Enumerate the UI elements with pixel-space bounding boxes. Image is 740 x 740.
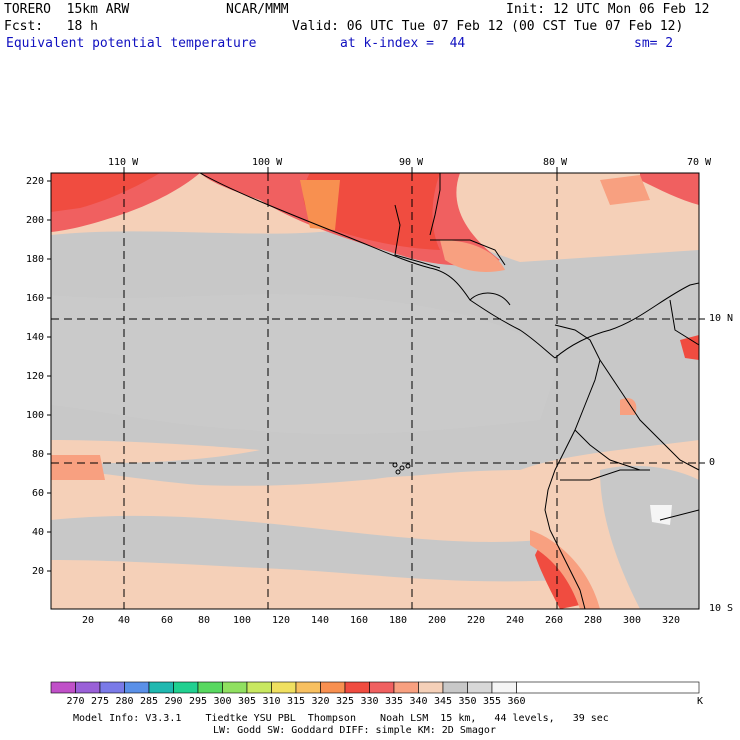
forecast-hour: Fcst: 18 h	[4, 19, 98, 34]
legend-label: 355	[483, 696, 502, 707]
x-tick: 100	[233, 615, 252, 626]
legend-swatch	[442, 681, 468, 694]
x-tick: 300	[623, 615, 642, 626]
legend-swatch	[75, 681, 101, 694]
lon-label-70w: 70 W	[687, 157, 712, 168]
legend-label: 360	[507, 696, 526, 707]
x-tick: 320	[662, 615, 681, 626]
lat-label-10n: 10 N	[709, 313, 734, 324]
x-tick: 80	[198, 615, 211, 626]
x-tick: 160	[350, 615, 369, 626]
level-label: at k-index = 44	[340, 36, 466, 51]
lat-label-0: 0	[709, 457, 716, 468]
legend-label: 295	[189, 696, 208, 707]
model-title: TORERO 15km ARW	[4, 2, 130, 17]
legend-label: 350	[458, 696, 477, 707]
lon-label-90w: 90 W	[399, 157, 424, 168]
graticule	[51, 173, 699, 609]
y-tick: 220	[26, 176, 45, 187]
lon-label-80w: 80 W	[543, 157, 568, 168]
legend-swatch	[393, 681, 419, 694]
legend-swatch	[173, 681, 199, 694]
legend-swatch	[320, 681, 346, 694]
legend-swatch	[418, 681, 444, 694]
y-tick: 100	[26, 410, 45, 421]
legend-swatch	[222, 681, 248, 694]
legend-label: 285	[140, 696, 159, 707]
legend-swatch	[246, 681, 272, 694]
legend-swatch	[197, 681, 223, 694]
y-tick: 180	[26, 254, 45, 265]
x-tick: 280	[584, 615, 603, 626]
field-shading	[51, 173, 699, 609]
smoothing-label: sm= 2	[634, 36, 674, 51]
x-tick: 140	[311, 615, 330, 626]
legend-label: 320	[311, 696, 330, 707]
init-time: Init: 12 UTC Mon 06 Feb 12	[506, 2, 710, 17]
legend-label: 325	[336, 696, 355, 707]
x-tick: 240	[506, 615, 525, 626]
y-tick: 200	[26, 215, 45, 226]
coastlines	[199, 173, 699, 609]
legend-swatch	[271, 681, 297, 694]
y-tick: 40	[32, 527, 45, 538]
x-tick: 120	[272, 615, 291, 626]
valid-time: Valid: 06 UTC Tue 07 Feb 12 (00 CST Tue …	[292, 19, 684, 34]
x-tick: 200	[428, 615, 447, 626]
lon-label-100w: 100 W	[252, 157, 283, 168]
y-tick: 80	[32, 449, 45, 460]
y-tick: 140	[26, 332, 45, 343]
center-label: NCAR/MMM	[226, 2, 289, 17]
legend-label: 310	[262, 696, 281, 707]
legend-label: 340	[409, 696, 428, 707]
x-tick: 60	[161, 615, 174, 626]
legend-label: 280	[115, 696, 134, 707]
lon-label-110w: 110 W	[108, 157, 139, 168]
legend-label: 290	[164, 696, 183, 707]
legend-swatch-tail	[516, 681, 700, 694]
legend-unit: K	[697, 696, 704, 707]
legend-swatch	[467, 681, 493, 694]
legend-label: 305	[238, 696, 257, 707]
x-tick: 20	[82, 615, 95, 626]
legend-swatch	[50, 681, 76, 694]
y-tick: 60	[32, 488, 45, 499]
theta-e-map	[47, 167, 705, 610]
legend-swatch	[344, 681, 370, 694]
legend-swatch	[369, 681, 395, 694]
legend-swatch	[295, 681, 321, 694]
physics-info: LW: Godd SW: Goddard DIFF: simple KM: 2D…	[213, 725, 496, 736]
y-tick: 160	[26, 293, 45, 304]
legend-label: 335	[385, 696, 404, 707]
x-tick: 220	[467, 615, 486, 626]
legend-swatch	[491, 681, 517, 694]
y-tick: 20	[32, 566, 45, 577]
legend-label: 270	[66, 696, 85, 707]
legend-swatch	[99, 681, 125, 694]
frame-ticks	[47, 167, 705, 572]
x-tick: 180	[389, 615, 408, 626]
legend-label: 315	[287, 696, 306, 707]
legend-label: 330	[360, 696, 379, 707]
legend-swatch	[148, 681, 174, 694]
legend-swatch	[124, 681, 150, 694]
color-legend	[50, 681, 700, 694]
model-info: Model Info: V3.3.1 Tiedtke YSU PBL Thomp…	[73, 713, 609, 724]
field-name: Equivalent potential temperature	[6, 36, 257, 51]
x-tick: 40	[118, 615, 131, 626]
x-tick: 260	[545, 615, 564, 626]
legend-label: 345	[434, 696, 453, 707]
legend-label: 300	[213, 696, 232, 707]
lat-label-10s: 10 S	[709, 603, 734, 614]
legend-label: 275	[91, 696, 110, 707]
map-frame	[50, 172, 700, 610]
y-tick: 120	[26, 371, 45, 382]
